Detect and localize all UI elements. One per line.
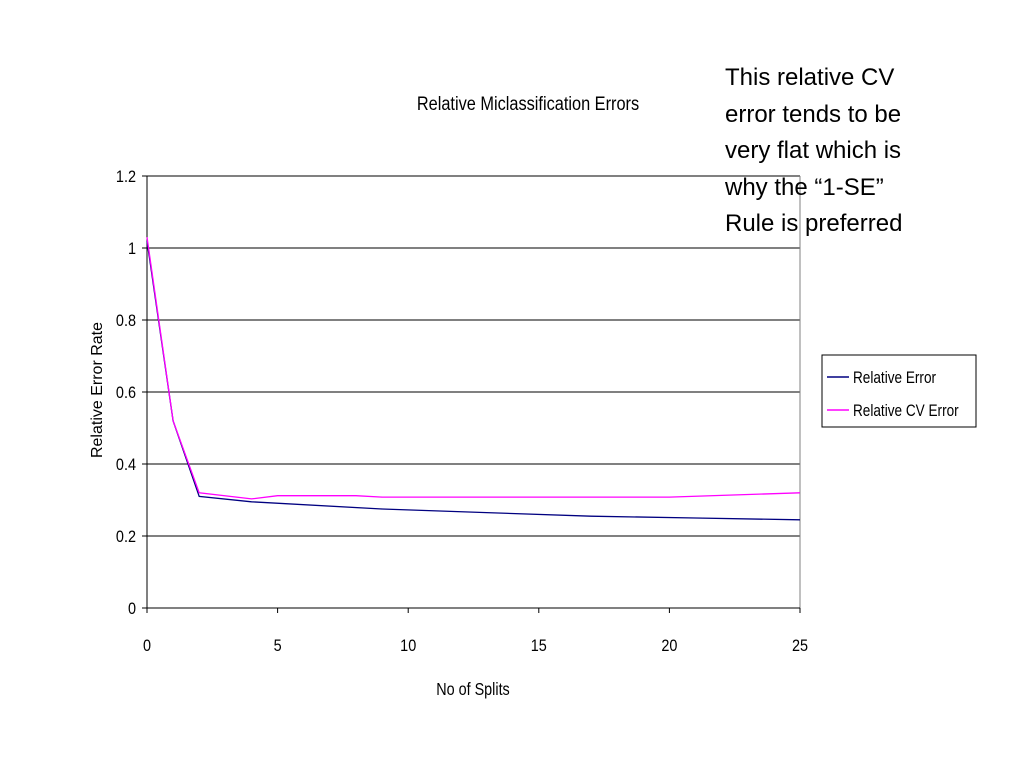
legend-label: Relative CV Error <box>853 402 959 421</box>
annotation-line: Rule is preferred <box>725 210 903 237</box>
grid-lines <box>147 175 800 537</box>
y-tick-label: 0 <box>128 600 136 618</box>
legend: Relative Error Relative CV Error <box>821 354 977 428</box>
x-tick-label: 25 <box>792 637 808 655</box>
y-tick-label: 0.2 <box>116 528 136 546</box>
annotation-line: error tends to be <box>725 100 902 128</box>
y-axis-label: Relative Error Rate <box>89 322 106 458</box>
legend-label: Relative Error <box>853 369 936 388</box>
x-tick-label: 10 <box>400 637 416 655</box>
ticks: 0 0.2 0.4 0.6 0.8 1 1.2 0 5 10 15 20 25 <box>116 168 808 655</box>
x-tick-label: 5 <box>274 637 282 655</box>
annotation-text: This relative CV error tends to be very … <box>725 60 1015 243</box>
annotation-line: why the “1-SE” <box>725 173 884 201</box>
x-tick-label: 20 <box>661 637 677 655</box>
annotation-line: very flat which is <box>725 137 902 164</box>
y-tick-label: 0.8 <box>116 312 136 330</box>
annotation-line: This relative CV <box>725 64 895 91</box>
x-tick-label: 0 <box>143 637 151 655</box>
y-tick-label: 0.6 <box>116 384 136 402</box>
series-line <box>146 240 801 521</box>
legend-box <box>821 354 977 428</box>
chart-title: Relative Miclassification Errors <box>417 93 639 114</box>
y-tick-label: 1.2 <box>116 168 136 186</box>
y-tick-label: 0.4 <box>116 456 136 474</box>
series-lines <box>146 237 801 521</box>
x-tick-label: 15 <box>531 637 547 655</box>
y-tick-label: 1 <box>128 240 136 258</box>
series-line <box>146 237 801 500</box>
x-axis-label: No of Splits <box>436 680 510 700</box>
